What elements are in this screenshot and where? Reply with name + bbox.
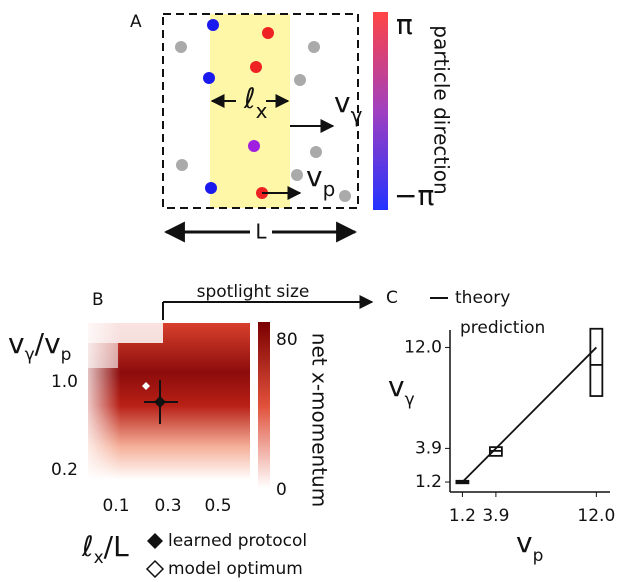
v-gamma-label: vγ — [334, 86, 363, 127]
y-tick-label: 3.9 — [415, 438, 442, 458]
v-p-label: vp — [306, 160, 335, 201]
optimum-marker — [142, 382, 150, 390]
x-tick-label: 0.3 — [154, 496, 181, 516]
panel-label: B — [92, 290, 104, 310]
direction-colorbar — [373, 12, 388, 210]
x-tick-label: 3.9 — [482, 506, 509, 526]
colorbar-tick: 0 — [276, 480, 287, 500]
legend-text: theory — [455, 288, 510, 308]
panel-label: C — [386, 288, 398, 308]
length-label: ℓx — [243, 82, 268, 123]
panel-label: A — [130, 12, 142, 32]
panel-c: C theory prediction vγ vp 1.2 3.9 12.0 1.2 3… — [386, 288, 615, 566]
panel-a: A ℓx vγ vp L π −π particle direction — [130, 8, 454, 244]
particles — [175, 19, 351, 202]
box-length-label: L — [255, 220, 267, 244]
momentum-colorbar — [258, 322, 270, 488]
panel-b: B spotlight size vγ/vp 1.0 0.2 0.1 0.3 0… — [8, 282, 374, 579]
legend-marker — [145, 559, 165, 579]
legend-marker — [147, 533, 163, 549]
y-tick-label: 12.0 — [404, 337, 442, 357]
colorbar-max: π — [396, 8, 413, 41]
box — [589, 327, 604, 397]
y-tick-label: 1.2 — [415, 472, 442, 492]
colorbar-title: particle direction — [430, 25, 454, 194]
legend-text: prediction — [460, 318, 545, 338]
colorbar-tick: 80 — [276, 330, 298, 350]
arrow-label: spotlight size — [197, 282, 310, 302]
theory-line — [461, 346, 597, 483]
x-tick-label: 12.0 — [577, 506, 615, 526]
legend-text: learned protocol — [168, 531, 307, 551]
y-label: vγ — [388, 370, 415, 410]
colorbar-title: net x-momentum — [308, 333, 332, 507]
x-label: vp — [516, 526, 543, 566]
y-tick-label: 1.0 — [51, 372, 78, 392]
x-label: ℓx/L — [81, 530, 129, 568]
x-tick-label: 0.5 — [204, 496, 231, 516]
box — [162, 13, 359, 209]
y-label: vγ/vp — [8, 327, 71, 365]
y-tick-label: 0.2 — [51, 460, 78, 480]
x-tick-label: 0.1 — [102, 496, 129, 516]
colorbar-min: −π — [394, 179, 434, 212]
x-tick-label: 1.2 — [449, 506, 476, 526]
legend-text: model optimum — [168, 559, 303, 578]
learned-marker — [154, 396, 166, 408]
